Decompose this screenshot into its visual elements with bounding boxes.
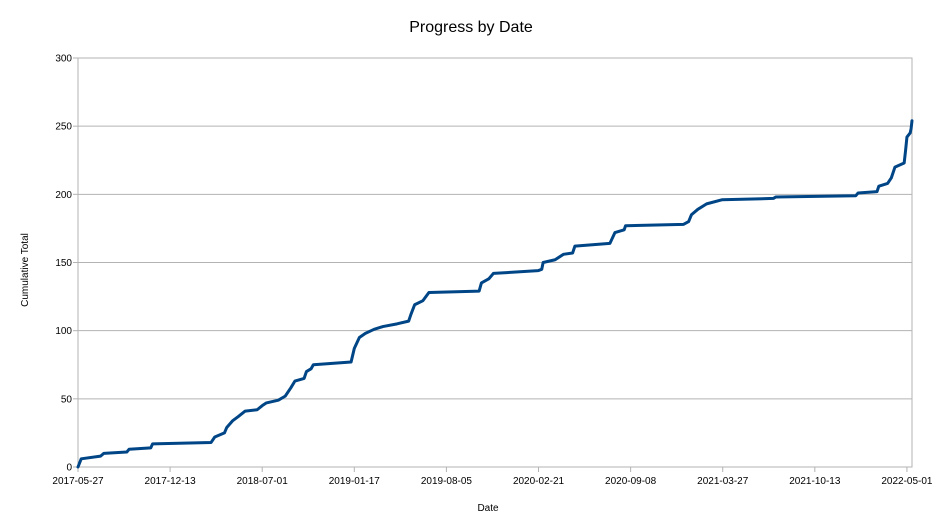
x-tick-label: 2019-01-17 <box>329 476 381 487</box>
y-tick-label: 300 <box>55 54 72 65</box>
series-group <box>76 119 914 469</box>
y-axis: 0 50 100 150 200 250 300 <box>55 54 78 474</box>
x-tick-label: 2022-05-01 <box>881 476 933 487</box>
x-axis-label: Date <box>477 503 499 514</box>
chart-title: Progress by Date <box>409 19 533 36</box>
x-tick-label: 2017-12-13 <box>145 476 197 487</box>
x-axis: 2017-05-27 2017-12-13 2018-07-01 2019-01-17… <box>52 467 933 487</box>
y-tick-label: 0 <box>66 463 72 474</box>
y-tick-label: 50 <box>61 394 73 405</box>
x-tick-label: 2021-10-13 <box>789 476 841 487</box>
x-tick-label: 2020-02-21 <box>513 476 565 487</box>
x-tick-label: 2020-09-08 <box>605 476 657 487</box>
gridlines <box>78 57 912 468</box>
x-tick-label: 2021-03-27 <box>697 476 749 487</box>
x-tick-label: 2018-07-01 <box>237 476 289 487</box>
x-tick-label: 2019-08-05 <box>421 476 473 487</box>
y-tick-label: 200 <box>55 190 72 201</box>
series-line <box>76 119 914 469</box>
y-tick-label: 250 <box>55 122 72 133</box>
y-axis-label: Cumulative Total <box>20 233 31 307</box>
y-tick-label: 150 <box>55 258 72 269</box>
y-tick-label: 100 <box>55 326 72 337</box>
x-tick-label: 2017-05-27 <box>52 476 104 487</box>
